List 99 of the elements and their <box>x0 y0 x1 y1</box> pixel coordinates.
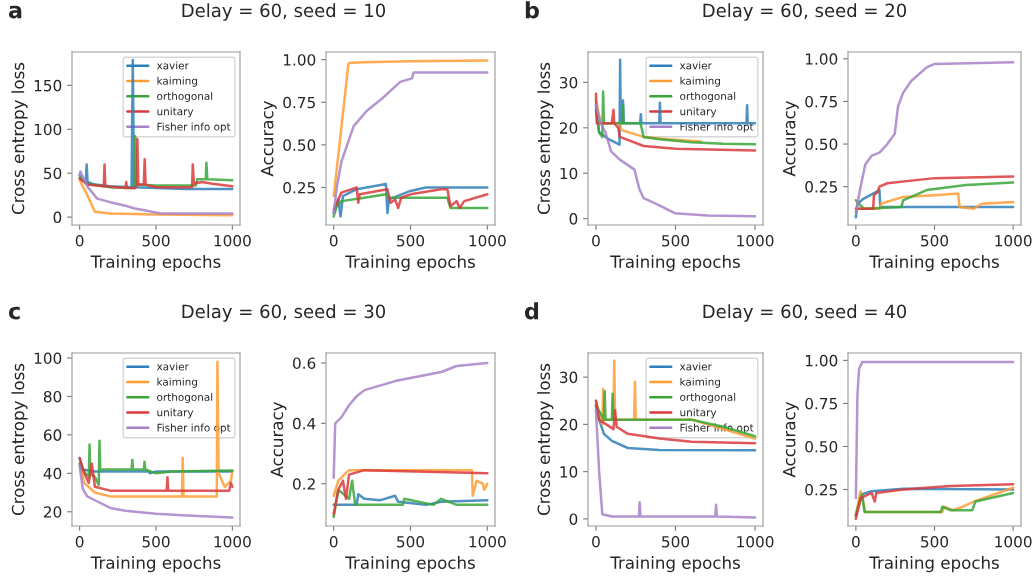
legend-label: kaiming <box>680 76 720 87</box>
y-tick-label: 30 <box>560 76 578 89</box>
x-tick-label: 500 <box>662 234 690 247</box>
y-axis-title: Accuracy <box>261 100 277 177</box>
legend-label: Fisher info opt <box>680 423 754 434</box>
legend-label: orthogonal <box>157 392 213 404</box>
legend-label: kaiming <box>680 377 720 388</box>
legend-label: orthogonal <box>680 91 736 103</box>
x-tick-label: 500 <box>142 535 170 548</box>
x-tick-label: 500 <box>662 535 690 548</box>
y-tick-label: 60 <box>43 429 62 441</box>
y-axis-title: Cross entropy loss <box>537 62 554 215</box>
y-tick-label: 0.2 <box>292 478 315 490</box>
x-tick-label: 0 <box>75 535 84 548</box>
x-tick-label: 0 <box>329 535 338 548</box>
y-tick-label: 20 <box>559 122 578 134</box>
text: Delay = 60, seed = 40 <box>703 304 907 322</box>
x-tick-label: 1000 <box>214 535 251 548</box>
y-tick-label: 0.50 <box>283 139 316 151</box>
legend-label: xavier <box>156 362 189 371</box>
x-axis-title: Training epochs <box>610 255 740 272</box>
x-tick-label: 500 <box>397 234 425 247</box>
y-tick-label: 0.4 <box>292 417 316 430</box>
legend-label: kaiming <box>157 377 197 388</box>
y-tick-label: 150 <box>34 79 62 92</box>
x-tick-label: 500 <box>142 234 170 247</box>
legend-label: Fisher info opt <box>680 122 754 133</box>
legend-label: Fisher info opt <box>157 122 231 133</box>
x-tick-label: 500 <box>397 535 425 548</box>
y-tick-label: 0.25 <box>805 181 837 193</box>
text: a <box>8 5 22 19</box>
x-tick-label: 0 <box>75 234 84 247</box>
y-tick-label: 0.75 <box>805 95 837 108</box>
text: d <box>525 302 539 320</box>
y-axis-title: Accuracy <box>783 401 799 478</box>
legend-label: unitary <box>680 107 717 118</box>
x-tick-label: 1000 <box>214 234 251 247</box>
y-axis-title: Cross entropy loss <box>11 363 28 516</box>
x-tick-label: 0 <box>852 535 860 548</box>
x-axis-title: Training epochs <box>610 556 740 573</box>
legend-label: unitary <box>157 107 194 118</box>
x-tick-label: 0 <box>592 234 600 247</box>
y-axis-title: Cross entropy loss <box>537 363 554 516</box>
y-tick-label: 0.50 <box>805 440 838 453</box>
y-tick-label: 0 <box>569 513 578 525</box>
y-tick-label: 0.50 <box>805 138 838 151</box>
x-tick-label: 1000 <box>737 535 774 548</box>
y-tick-label: 0.75 <box>283 96 315 109</box>
x-axis-title: Training epochs <box>90 556 221 573</box>
y-tick-label: 80 <box>43 390 62 403</box>
text: c <box>8 306 20 320</box>
x-tick-label: 1000 <box>737 234 774 247</box>
x-axis-title: Training epochs <box>90 255 221 272</box>
legend-label: xavier <box>679 61 712 70</box>
legend-label: kaiming <box>157 76 197 87</box>
y-tick-label: 40 <box>43 467 62 480</box>
x-tick-label: 1000 <box>469 234 506 247</box>
y-tick-label: 1.00 <box>283 54 316 66</box>
x-axis-title: Training epochs <box>869 556 999 573</box>
text: Delay = 60, seed = 20 <box>703 3 907 21</box>
y-tick-label: 10 <box>560 466 578 478</box>
legend-label: unitary <box>680 408 717 419</box>
y-tick-label: 0.25 <box>283 181 315 194</box>
text: Delay = 60, seed = 30 <box>182 304 386 322</box>
y-tick-label: 10 <box>560 167 578 180</box>
y-axis-title: Accuracy <box>783 100 799 177</box>
y-tick-label: 0.6 <box>292 357 316 369</box>
x-axis-title: Training epochs <box>345 556 475 573</box>
y-tick-label: 1.00 <box>805 53 838 65</box>
x-tick-label: 500 <box>921 535 949 548</box>
x-axis-title: Training epochs <box>869 255 999 272</box>
x-tick-label: 500 <box>921 234 949 247</box>
text: b <box>525 1 539 19</box>
x-tick-label: 0 <box>852 234 860 247</box>
y-tick-label: 20 <box>559 418 578 431</box>
y-tick-label: 100 <box>34 123 62 136</box>
y-tick-label: 0.75 <box>805 397 837 410</box>
text: Delay = 60, seed = 10 <box>182 3 386 21</box>
y-tick-label: 0 <box>53 211 62 224</box>
legend-label: orthogonal <box>157 91 213 103</box>
x-tick-label: 0 <box>592 535 600 548</box>
y-tick-label: 1.00 <box>805 354 838 367</box>
y-axis-title: Accuracy <box>270 401 287 478</box>
y-tick-label: 20 <box>43 506 62 518</box>
x-tick-label: 1000 <box>995 234 1032 247</box>
x-tick-label: 1000 <box>469 535 506 548</box>
y-tick-label: 50 <box>44 167 62 180</box>
x-tick-label: 0 <box>329 234 338 247</box>
legend-label: xavier <box>156 61 189 70</box>
y-tick-label: 0.25 <box>805 483 837 496</box>
x-tick-label: 1000 <box>995 535 1032 548</box>
legend-label: unitary <box>157 408 194 419</box>
y-tick-label: 100 <box>34 352 62 365</box>
legend-label: xavier <box>679 362 712 371</box>
y-tick-label: 0 <box>569 213 578 225</box>
legend-label: orthogonal <box>680 392 736 404</box>
y-tick-label: 30 <box>560 371 578 384</box>
y-axis-title: Cross entropy loss <box>11 62 28 215</box>
x-axis-title: Training epochs <box>345 255 475 272</box>
